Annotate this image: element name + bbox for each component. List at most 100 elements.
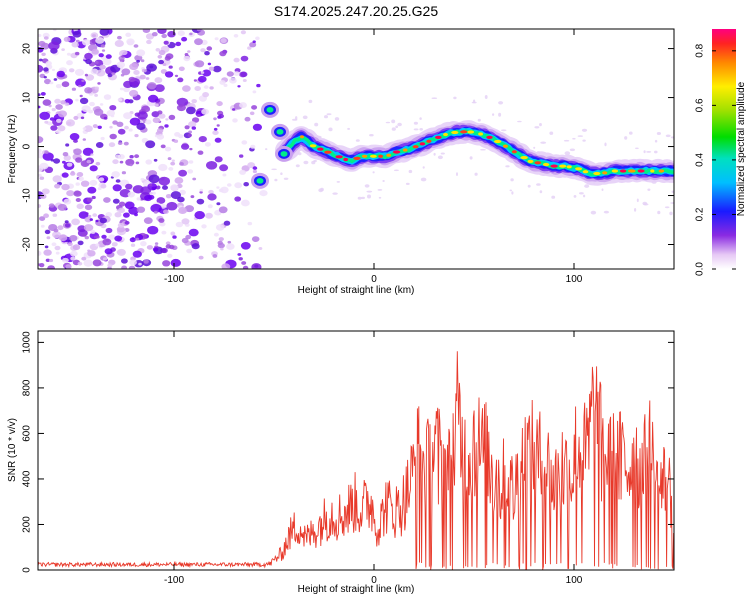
noise-blob xyxy=(47,265,55,269)
noise-blob xyxy=(208,66,215,71)
noise-speckle xyxy=(453,96,457,100)
noise-blob xyxy=(73,148,82,155)
noise-blob xyxy=(114,40,124,47)
noise-blob xyxy=(49,81,54,85)
y-tick-label: 1000 xyxy=(22,331,33,354)
noise-blob xyxy=(232,108,236,111)
noise-speckle xyxy=(643,203,649,206)
x-tick-label: -100 xyxy=(164,274,184,285)
noise-blob xyxy=(205,212,213,219)
noise-speckle xyxy=(405,182,410,185)
noise-blob xyxy=(193,79,197,82)
noise-blob xyxy=(217,240,223,245)
noise-speckle xyxy=(539,123,542,127)
noise-speckle xyxy=(408,169,413,174)
noise-blob xyxy=(69,235,78,242)
noise-blob xyxy=(84,73,88,77)
ridge-hotspot xyxy=(324,150,332,154)
noise-speckle xyxy=(440,152,445,155)
noise-speckle xyxy=(480,148,486,151)
noise-blob xyxy=(85,58,92,65)
noise-blob xyxy=(161,230,167,235)
noise-blob xyxy=(127,191,135,198)
noise-blob xyxy=(167,157,172,161)
noise-speckle xyxy=(509,189,513,192)
noise-blob xyxy=(57,110,67,118)
noise-blob xyxy=(44,245,49,249)
noise-blob xyxy=(251,263,262,269)
y-tick-label: 20 xyxy=(22,43,33,55)
noise-blob xyxy=(84,52,93,60)
noise-blob xyxy=(91,195,96,200)
noise-blob xyxy=(80,116,85,120)
noise-blob xyxy=(194,86,201,91)
noise-blob xyxy=(156,128,164,134)
noise-speckle xyxy=(643,150,646,154)
noise-blob xyxy=(112,184,122,192)
noise-blob xyxy=(233,34,239,38)
snr-x-label: Height of straight line (km) xyxy=(298,584,415,595)
noise-speckle xyxy=(328,127,333,132)
noise-blob xyxy=(97,187,102,191)
noise-blob xyxy=(45,258,51,262)
noise-blob xyxy=(157,110,163,115)
noise-speckle xyxy=(377,189,383,191)
noise-blob xyxy=(206,46,213,51)
noise-blob xyxy=(152,247,159,252)
noise-blob xyxy=(99,29,110,36)
noise-blob xyxy=(186,106,196,115)
noise-blob xyxy=(135,237,140,241)
noise-speckle xyxy=(601,188,604,191)
ridge-hotspot xyxy=(582,170,589,174)
snr-x-ticks: -100 0 100 xyxy=(164,331,583,586)
noise-blob xyxy=(158,113,166,119)
noise-blob xyxy=(140,241,147,247)
noise-blob xyxy=(174,132,181,137)
noise-blob xyxy=(86,197,93,202)
noise-blob xyxy=(216,186,220,189)
ridge-hotspot xyxy=(300,135,304,139)
ridge-hotspot xyxy=(593,171,601,176)
noise-blob xyxy=(62,152,69,157)
noise-blob xyxy=(148,174,160,184)
noise-blob xyxy=(44,120,49,124)
noise-blob xyxy=(81,79,85,83)
noise-blob xyxy=(256,83,261,88)
noise-blob xyxy=(153,158,158,162)
noise-blob xyxy=(61,81,70,88)
noise-blob xyxy=(142,29,151,33)
noise-blob xyxy=(71,218,80,226)
noise-blob xyxy=(151,186,157,191)
noise-blob xyxy=(194,211,205,220)
noise-blob xyxy=(75,39,80,43)
noise-blob xyxy=(100,44,106,48)
noise-blob xyxy=(184,125,190,130)
ridge-hotspot xyxy=(534,161,542,165)
noise-blob xyxy=(108,142,116,148)
noise-blob xyxy=(158,49,166,56)
ridge-hotspot xyxy=(335,155,343,159)
noise-blob xyxy=(176,97,189,107)
snr-frame xyxy=(37,330,675,571)
noise-blob xyxy=(59,235,68,242)
noise-speckle xyxy=(584,184,590,188)
noise-speckle xyxy=(397,122,402,127)
noise-blob xyxy=(94,93,98,97)
y-tick-label: -20 xyxy=(22,237,33,252)
noise-blob xyxy=(194,60,205,68)
noise-blob xyxy=(134,154,140,159)
noise-blob xyxy=(82,147,94,156)
ridge-hotspot xyxy=(317,147,324,151)
noise-blob xyxy=(175,221,184,228)
noise-blob xyxy=(129,163,133,167)
noise-blob xyxy=(223,220,231,226)
noise-blob xyxy=(71,41,79,48)
noise-blob xyxy=(145,159,153,165)
noise-blob xyxy=(55,84,62,89)
noise-speckle xyxy=(355,139,360,142)
noise-blob xyxy=(128,128,133,132)
ridge-hotspot xyxy=(611,169,619,173)
noise-speckle xyxy=(420,177,427,182)
noise-blob xyxy=(72,30,82,38)
ridge-patch xyxy=(256,178,264,184)
